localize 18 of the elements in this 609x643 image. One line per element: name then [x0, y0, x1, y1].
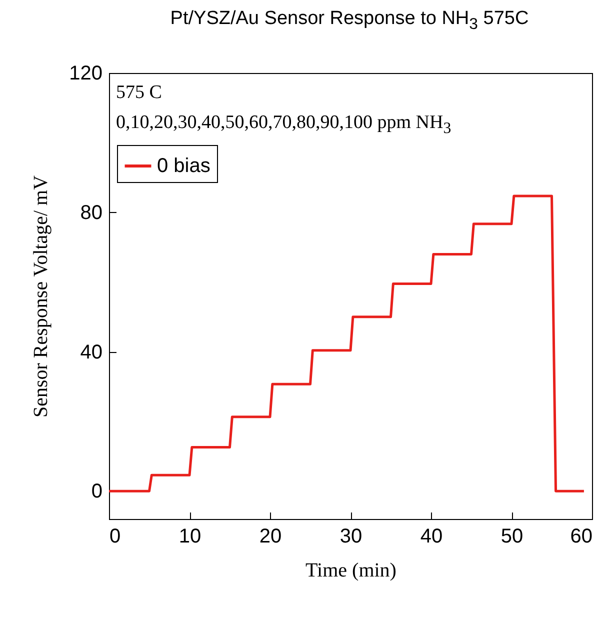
chart-title: Pt/YSZ/Au Sensor Response to NH$_{3}$ 575C: [169, 8, 530, 34]
y-tick-label: 0: [91, 480, 102, 503]
y-tick-label: 120: [69, 62, 102, 84]
legend-label: 0 bias: [157, 155, 210, 177]
y-tick-label: 80: [80, 202, 102, 224]
x-tick-label: 50: [500, 526, 524, 548]
x-tick-label: 60: [570, 526, 592, 548]
line-series: [108, 194, 586, 492]
x-axis-title: Time (min): [306, 560, 396, 582]
x-tick-label: 30: [340, 526, 362, 548]
y-axis-title: Sensor Response Voltage/ mV: [30, 174, 52, 418]
y-tick-label: 40: [80, 341, 102, 364]
x-tick-label: 40: [420, 526, 443, 548]
annotation: 575 C: [116, 82, 162, 104]
annotation: 0,10,20,30,40,50,60,70,80,90,100 ppm NH$_{3}$: [116, 112, 452, 138]
x-tick-label: 0: [110, 526, 121, 548]
x-tick-label: 10: [178, 526, 202, 548]
x-tick-label: 20: [259, 526, 282, 548]
